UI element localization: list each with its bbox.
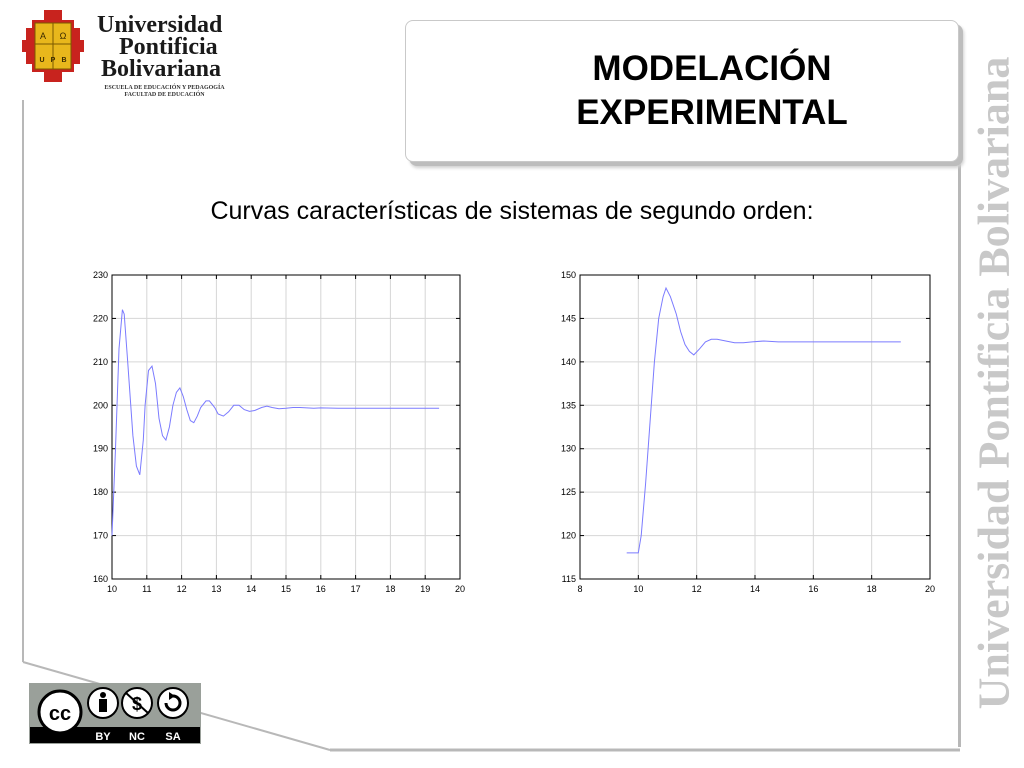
x-tick-label: 16 [316, 584, 326, 594]
y-tick-label: 125 [561, 487, 576, 497]
slide-frame-right [958, 162, 961, 747]
crest-letter-p: P [51, 57, 56, 64]
x-tick-label: 19 [420, 584, 430, 594]
y-tick-label: 190 [93, 444, 108, 454]
y-tick-label: 140 [561, 357, 576, 367]
crest-letter-omega: Ω [60, 31, 67, 41]
y-tick-label: 170 [93, 531, 108, 541]
y-tick-label: 115 [562, 574, 576, 584]
license-sa: SA [165, 731, 180, 743]
y-tick-label: 180 [93, 487, 108, 497]
y-tick-label: 150 [561, 270, 576, 280]
y-tick-label: 200 [93, 400, 108, 410]
y-tick-label: 230 [93, 270, 108, 280]
logo-line-2: Pontificia [119, 34, 218, 60]
x-tick-label: 15 [281, 584, 291, 594]
crest-letter-u: U [39, 57, 44, 64]
logo-line-1: Universidad [97, 12, 223, 38]
x-tick-label: 13 [211, 584, 221, 594]
y-tick-label: 210 [93, 357, 108, 367]
cc-license-badge: cc $ BY NC SA [29, 683, 201, 744]
chart2-svg: 8 10 12 14 16 18 20 115 120 125 130 135 140 145 150 [561, 270, 935, 594]
x-tick-label: 11 [142, 584, 151, 594]
logo-wordmark: Universidad Pontificia Bolivariana [97, 12, 223, 82]
slide-subtitle: Curvas características de sistemas de se… [210, 197, 814, 225]
x-tick-label: 8 [577, 584, 582, 594]
x-tick-label: 18 [385, 584, 395, 594]
cc-icon [37, 689, 83, 735]
x-tick-label: 20 [455, 584, 465, 594]
sa-icon [157, 687, 189, 719]
x-tick-label: 14 [750, 584, 760, 594]
upb-logo: A Ω U P B Universidad Pontificia Bolivar… [22, 10, 237, 105]
logo-sub-2: FACULTAD DE EDUCACIÓN [124, 92, 205, 98]
license-nc: NC [129, 731, 145, 743]
y-tick-label: 135 [561, 400, 576, 410]
watermark-text: Universidad Pontificia Bolivariana [969, 56, 1019, 709]
logo-faculty: ESCUELA DE EDUCACIÓN Y PEDAGOGÍA FACULTA… [22, 85, 237, 99]
by-icon [87, 687, 119, 719]
cc-badge-label: cc [49, 703, 71, 725]
x-tick-label: 18 [867, 584, 877, 594]
x-tick-label: 10 [107, 584, 117, 594]
y-tick-label: 130 [561, 444, 576, 454]
chart-underdamped-2: 8 10 12 14 16 18 20 115 120 125 130 135 140 145 150 [550, 266, 945, 596]
y-tick-label: 120 [561, 531, 576, 541]
crest-icon: A Ω U P B [22, 10, 84, 82]
y-tick-label: 220 [93, 313, 108, 323]
crest-letter-a: A [40, 31, 46, 41]
x-tick-label: 10 [633, 584, 643, 594]
nc-icon: $ [121, 687, 153, 719]
crest-letter-b: B [61, 57, 66, 64]
series-line [626, 286, 901, 554]
x-tick-label: 16 [808, 584, 818, 594]
title-line-2: EXPERIMENTAL [576, 93, 848, 132]
y-tick-label: 145 [561, 313, 576, 323]
logo-sub-1: ESCUELA DE EDUCACIÓN Y PEDAGOGÍA [104, 85, 225, 91]
license-by: BY [95, 731, 111, 743]
slide-frame-left [22, 100, 24, 662]
logo-line-3: Bolivariana [101, 56, 222, 82]
x-tick-label: 20 [925, 584, 935, 594]
y-tick-label: 160 [93, 574, 108, 584]
x-tick-label: 12 [177, 584, 187, 594]
x-tick-label: 12 [692, 584, 702, 594]
chart1-svg: 10 11 12 13 14 15 16 17 18 19 20 160 170 180 190 200 210… [93, 270, 465, 594]
title-box: MODELACIÓN EXPERIMENTAL [405, 20, 959, 162]
series-line [111, 309, 440, 536]
chart-underdamped-1: 10 11 12 13 14 15 16 17 18 19 20 160 170 180 190 200 210… [80, 266, 475, 596]
title-line-1: MODELACIÓN [592, 49, 832, 88]
x-tick-label: 17 [351, 584, 361, 594]
x-tick-label: 14 [246, 584, 256, 594]
vertical-watermark: Universidad Pontificia Bolivariana [966, 10, 1022, 755]
